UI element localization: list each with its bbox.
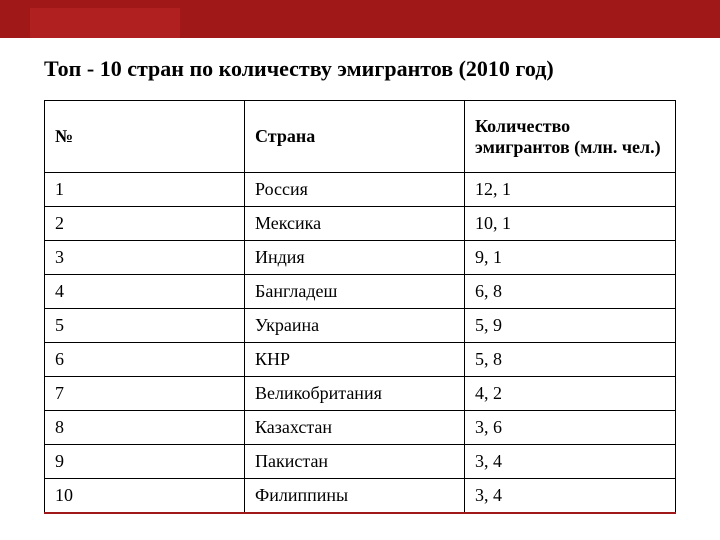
table-row: 6 КНР 5, 8: [45, 343, 676, 377]
cell-num: 8: [45, 411, 245, 445]
cell-value: 6, 8: [465, 275, 676, 309]
cell-country: Украина: [245, 309, 465, 343]
cell-num: 3: [45, 241, 245, 275]
cell-value: 10, 1: [465, 207, 676, 241]
cell-num: 5: [45, 309, 245, 343]
cell-country: КНР: [245, 343, 465, 377]
header-bar: [0, 0, 720, 38]
cell-country: Мексика: [245, 207, 465, 241]
table-row: 9 Пакистан 3, 4: [45, 445, 676, 479]
cell-num: 1: [45, 173, 245, 207]
table-container: № Страна Количество эмигрантов (млн. чел…: [0, 100, 720, 514]
header-bar-inset: [30, 8, 180, 38]
cell-num: 7: [45, 377, 245, 411]
table-row: 1 Россия 12, 1: [45, 173, 676, 207]
cell-country: Пакистан: [245, 445, 465, 479]
table-row: 3 Индия 9, 1: [45, 241, 676, 275]
table-row: 8 Казахстан 3, 6: [45, 411, 676, 445]
table-row: 4 Бангладеш 6, 8: [45, 275, 676, 309]
cell-country: Индия: [245, 241, 465, 275]
cell-country: Великобритания: [245, 377, 465, 411]
cell-num: 2: [45, 207, 245, 241]
cell-num: 4: [45, 275, 245, 309]
cell-num: 10: [45, 479, 245, 514]
cell-value: 9, 1: [465, 241, 676, 275]
table-header-row: № Страна Количество эмигрантов (млн. чел…: [45, 101, 676, 173]
cell-value: 4, 2: [465, 377, 676, 411]
cell-value: 5, 9: [465, 309, 676, 343]
cell-value: 12, 1: [465, 173, 676, 207]
cell-value: 5, 8: [465, 343, 676, 377]
table-row: 2 Мексика 10, 1: [45, 207, 676, 241]
header-country: Страна: [245, 101, 465, 173]
table-row: 10 Филиппины 3, 4: [45, 479, 676, 514]
cell-num: 6: [45, 343, 245, 377]
cell-country: Россия: [245, 173, 465, 207]
emigrants-table: № Страна Количество эмигрантов (млн. чел…: [44, 100, 676, 514]
header-num: №: [45, 101, 245, 173]
cell-value: 3, 6: [465, 411, 676, 445]
page-title: Топ - 10 стран по количеству эмигрантов …: [0, 38, 720, 100]
cell-value: 3, 4: [465, 479, 676, 514]
cell-country: Филиппины: [245, 479, 465, 514]
cell-country: Бангладеш: [245, 275, 465, 309]
table-row: 7 Великобритания 4, 2: [45, 377, 676, 411]
cell-num: 9: [45, 445, 245, 479]
cell-value: 3, 4: [465, 445, 676, 479]
table-row: 5 Украина 5, 9: [45, 309, 676, 343]
cell-country: Казахстан: [245, 411, 465, 445]
header-value: Количество эмигрантов (млн. чел.): [465, 101, 676, 173]
